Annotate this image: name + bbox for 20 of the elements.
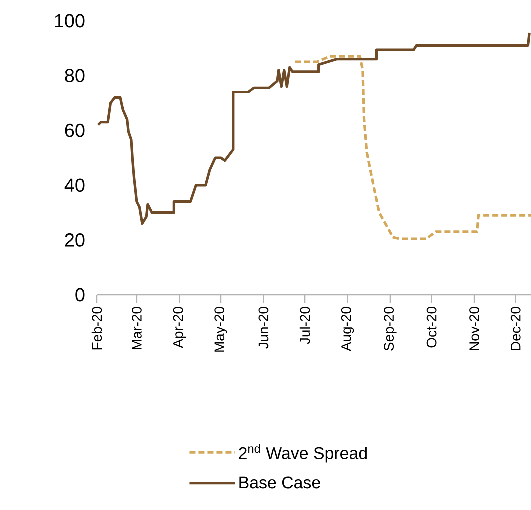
x-tick-label: Jun-20 [258, 307, 269, 349]
y-tick-label: 80 [65, 69, 85, 82]
x-tick-label: Feb-20 [92, 307, 102, 350]
y-tick-label: 20 [65, 233, 85, 247]
y-tick-label: 60 [65, 124, 85, 138]
line-series [97, 32, 531, 226]
legend-label: 2$^{nd}$ Wave Spread [239, 444, 367, 463]
y-tick-label: 100 [55, 14, 85, 28]
x-tick-label: Nov-20 [470, 307, 480, 350]
x-tick-label: Mar-20 [132, 307, 142, 350]
y-tick-label: 0 [76, 288, 85, 302]
y-tick-label: 40 [64, 178, 85, 192]
x-tick-label: Dec-20 [510, 307, 521, 350]
x-tick-label: Oct-20 [426, 307, 437, 348]
legend-label: Base Case [240, 476, 320, 489]
x-tick-label: Jul-20 [300, 307, 310, 344]
x-tick-label: Aug-20 [341, 307, 354, 352]
x-tick-label: Apr-20 [173, 307, 186, 348]
x-tick-label: May-20 [214, 307, 228, 352]
x-tick-label: Sep-20 [384, 307, 397, 351]
